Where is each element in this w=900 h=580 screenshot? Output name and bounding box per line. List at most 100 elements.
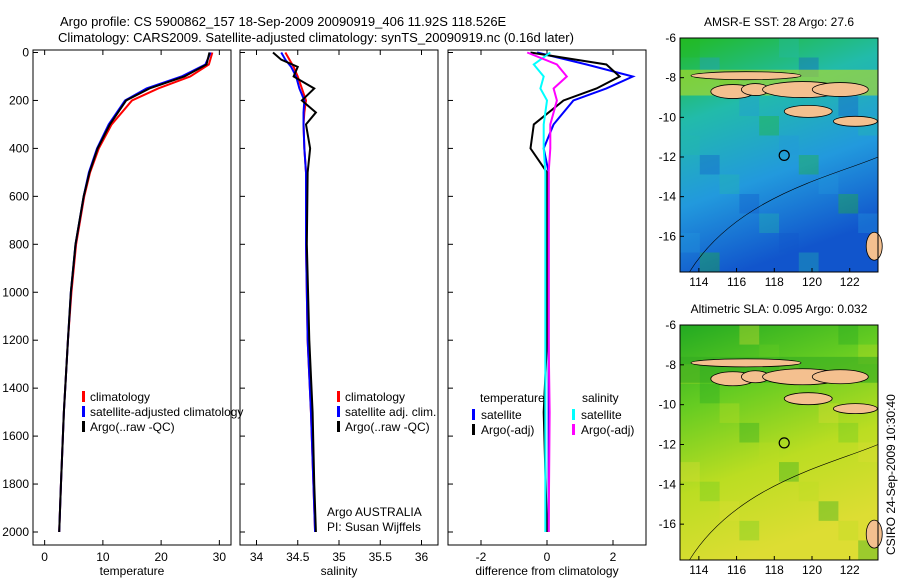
x-tick-label: 34.5 — [286, 550, 310, 564]
map-cell — [838, 520, 859, 541]
map-cell — [719, 403, 740, 423]
legend-swatch — [472, 409, 475, 420]
y-tick-label: 1000 — [2, 285, 29, 299]
land-island — [865, 231, 883, 261]
map-cell — [739, 194, 760, 214]
x-tick-label: 2 — [610, 550, 617, 564]
profile-panel-2: 34 34.5 35 35.5 36 salinity climatologysatelli… — [239, 49, 439, 578]
series-line-argo-raw-qc- — [58, 52, 211, 533]
lat-tick-label: -16 — [659, 229, 677, 243]
x-tick-label: -2 — [476, 550, 487, 564]
y-tick-label: 1800 — [2, 477, 29, 491]
land-island — [783, 392, 833, 406]
series-line-climatology — [284, 52, 317, 533]
x-tick-label: 20 — [154, 550, 168, 564]
lon-tick-label: 120 — [802, 563, 822, 577]
series-line-satellite-adjusted-climatology — [58, 52, 212, 533]
series-line-argo-raw-qc- — [272, 51, 318, 533]
land-island — [865, 519, 883, 549]
y-tick-label: 0 — [22, 46, 29, 60]
legend-swatch — [82, 406, 85, 417]
map-cell — [779, 233, 799, 253]
argo-location-marker — [778, 149, 790, 161]
map-cell — [858, 213, 878, 233]
legend-swatch — [337, 421, 340, 432]
legend-swatch — [472, 424, 475, 435]
lat-tick-label: -16 — [659, 517, 677, 531]
y-tick-label: 1400 — [2, 381, 29, 395]
legend-swatch — [572, 424, 575, 435]
map-cell — [699, 481, 720, 502]
map-cell — [779, 135, 799, 155]
lon-tick-label: 116 — [727, 275, 746, 289]
y-tick-label: 1600 — [2, 429, 29, 443]
map-cell — [838, 422, 859, 443]
x-tick-label: 30 — [213, 550, 227, 564]
map-cell — [798, 481, 819, 502]
lat-tick-label: -6 — [665, 318, 676, 332]
lat-tick-label: -12 — [659, 150, 677, 164]
lon-tick-label: 116 — [727, 563, 746, 577]
legend-swatch — [572, 409, 575, 420]
legend-label: Argo(-adj) — [481, 423, 534, 437]
legend-header: temperature — [480, 391, 545, 405]
lat-tick-label: -6 — [665, 31, 676, 45]
lat-tick-label: -10 — [659, 110, 677, 124]
x-tick-label: 0 — [41, 550, 48, 564]
series-line-temperature-satellite — [536, 51, 636, 532]
x-tick-label: 34 — [250, 550, 264, 564]
land-island — [832, 403, 878, 415]
lat-tick-label: -8 — [665, 358, 676, 372]
map-cell — [680, 462, 700, 482]
x-axis-label: salinity — [321, 564, 358, 578]
annotation: PI: Susan Wijffels — [327, 520, 421, 534]
x-tick-label: 36 — [415, 550, 429, 564]
map-cell — [680, 38, 700, 58]
bathymetry-contour — [689, 156, 879, 273]
map-cell — [719, 501, 740, 521]
y-tick-label: 800 — [9, 237, 29, 251]
lon-tick-label: 122 — [840, 275, 860, 289]
legend-swatch — [82, 421, 85, 432]
map-cell — [779, 38, 799, 58]
y-tick-label: 600 — [9, 189, 29, 203]
legend-label: Argo(..raw -QC) — [345, 420, 430, 434]
series-line-climatology — [58, 52, 214, 533]
legend-swatch — [337, 406, 340, 417]
map-cell — [759, 213, 779, 233]
series-line-salinity-argo-adj- — [526, 51, 569, 533]
legend-label: Argo(..raw -QC) — [90, 420, 175, 434]
lat-tick-label: -12 — [659, 437, 677, 451]
map-cell — [838, 96, 859, 116]
map-cell — [739, 96, 760, 116]
bathymetry-contour — [689, 444, 879, 561]
map-panel-1: 114 116 118 120 122 -6 -8 -10 -12 -14 -16 AMSR-E SS… — [659, 15, 883, 289]
map-panel-2: 114 116 118 120 122 -6 -8 -10 -12 -14 -16 Altimetri… — [659, 302, 883, 577]
profile-panel-1: 0 10 20 30 0 200 400 600 800 1000 1200 1400 1600 1800… — [2, 46, 243, 579]
map-cell — [719, 174, 740, 194]
map-cell — [759, 442, 779, 463]
y-tick-label: 200 — [9, 93, 29, 107]
lon-tick-label: 118 — [765, 275, 784, 289]
lat-tick-label: -8 — [665, 71, 676, 85]
axes-frame — [32, 49, 232, 546]
x-axis-label: difference from climatology — [475, 564, 618, 578]
legend-label: climatology — [90, 390, 150, 404]
lon-tick-label: 118 — [765, 563, 784, 577]
map-cell — [838, 194, 859, 214]
x-axis-label: temperature — [100, 564, 165, 578]
series-line-temperature-argo-adj- — [529, 51, 622, 533]
land-island — [832, 115, 878, 127]
map-cell — [798, 155, 819, 175]
legend-label: satellite — [481, 408, 522, 422]
map-frame — [679, 324, 879, 561]
map-cell — [759, 540, 779, 560]
argo-location-marker — [778, 437, 790, 449]
title-line-1: Argo profile: CS 5900862_157 18-Sep-2009… — [60, 14, 507, 29]
series-line-salinity-satellite — [532, 51, 551, 532]
lat-tick-label: -14 — [659, 477, 677, 491]
y-tick-label: 400 — [9, 141, 29, 155]
y-tick-label: 1200 — [2, 333, 29, 347]
